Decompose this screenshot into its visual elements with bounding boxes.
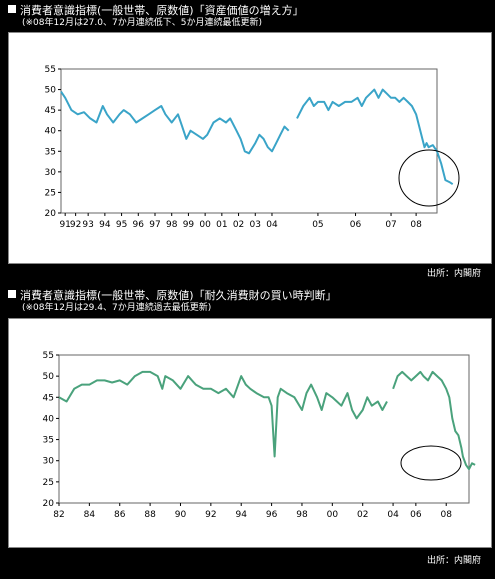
x-tick-label: 05	[312, 220, 323, 230]
plot-frame	[60, 68, 438, 214]
x-tick-label: 99	[183, 220, 195, 230]
y-tick-label: 40	[45, 127, 57, 137]
annotation-circle	[400, 445, 462, 481]
x-tick-label: 84	[84, 510, 96, 520]
x-tick-label: 96	[266, 510, 278, 520]
x-tick-label: 96	[133, 220, 145, 230]
series-line	[58, 370, 388, 458]
series-line	[60, 91, 290, 155]
chart2-title-text: 消費者意識指標(一般世帯、原数値)「耐久消費財の買い時判断」	[20, 289, 337, 302]
y-tick-label: 30	[43, 457, 55, 467]
y-tick-label: 35	[45, 147, 56, 157]
chart1-box: 20 25 30 35 40 45 50 55 91 92 93 94 95 96 97 98 99 00 01 02…	[8, 32, 492, 264]
y-tick-label: 25	[45, 188, 56, 198]
y-tick-label: 20	[45, 209, 57, 219]
x-tick-label: 88	[144, 510, 156, 520]
plot-frame	[58, 354, 470, 504]
chart1-source: 出所：内閣府	[426, 269, 481, 279]
y-tick-label: 55	[45, 65, 56, 75]
x-tick-label: 08	[440, 510, 452, 520]
annotation-circle	[398, 149, 460, 207]
x-tick-label: 04	[387, 510, 399, 520]
bullet-square-icon	[8, 290, 16, 298]
y-tick-label: 50	[45, 86, 57, 96]
y-tick-label: 55	[43, 351, 54, 361]
series-line	[296, 88, 454, 186]
x-tick-label: 03	[250, 220, 261, 230]
x-tick-label: 93	[82, 220, 93, 230]
x-tick-label: 98	[296, 510, 308, 520]
x-tick-label: 00	[327, 510, 339, 520]
x-tick-label: 92	[205, 510, 216, 520]
x-tick-label: 91	[59, 220, 70, 230]
y-tick-label: 35	[43, 436, 54, 446]
chart1-title-text: 消費者意識指標(一般世帯、原数値)「資産価値の増え方」	[20, 4, 304, 17]
y-tick-label: 25	[43, 478, 54, 488]
x-tick-label: 97	[149, 220, 160, 230]
x-tick-label: 06	[410, 510, 422, 520]
x-tick-label: 94	[99, 220, 111, 230]
x-tick-label: 82	[53, 510, 64, 520]
x-tick-label: 06	[350, 220, 362, 230]
x-tick-label: 86	[114, 510, 126, 520]
x-tick-label: 04	[266, 220, 278, 230]
bullet-square-icon	[8, 5, 16, 13]
x-tick-label: 02	[357, 510, 368, 520]
chart2-box: 20 25 30 35 40 45 50 55 82 84 86 88 90 92 94 96 98 00 02 04…	[8, 318, 492, 548]
chart2-source: 出所：内閣府	[426, 556, 481, 566]
chart1-subtitle: (※08年12月は27.0、7か月連続低下、5か月連続最低更新)	[22, 18, 262, 28]
y-tick-label: 40	[43, 414, 55, 424]
x-tick-label: 02	[233, 220, 244, 230]
x-tick-label: 92	[70, 220, 81, 230]
chart2-title: 消費者意識指標(一般世帯、原数値)「耐久消費財の買い時判断」	[8, 289, 337, 302]
x-tick-label: 00	[199, 220, 211, 230]
x-tick-label: 95	[116, 220, 127, 230]
chart2-svg: 20 25 30 35 40 45 50 55 82 84 86 88 90 92 94 96 98 00 02 04…	[43, 351, 476, 520]
chart2-subtitle: (※08年12月は29.4、7か月連続過去最低更新)	[22, 303, 212, 313]
x-tick-label: 94	[235, 510, 247, 520]
x-tick-label: 08	[410, 220, 422, 230]
y-tick-label: 50	[43, 372, 55, 382]
y-tick-label: 45	[45, 106, 56, 116]
y-tick-label: 45	[43, 393, 54, 403]
y-tick-label: 20	[43, 499, 55, 509]
series-line	[392, 370, 476, 471]
y-tick-label: 30	[45, 168, 57, 178]
x-tick-label: 07	[385, 220, 396, 230]
x-tick-label: 98	[166, 220, 178, 230]
x-tick-label: 01	[216, 220, 227, 230]
x-tick-label: 90	[175, 510, 187, 520]
chart1-title: 消費者意識指標(一般世帯、原数値)「資産価値の増え方」	[8, 4, 304, 17]
